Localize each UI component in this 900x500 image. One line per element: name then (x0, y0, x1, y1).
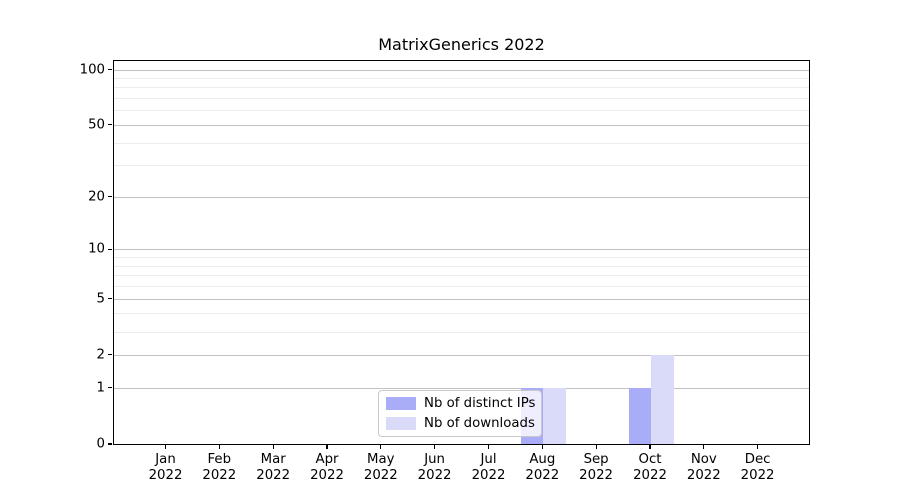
plot-area (113, 60, 810, 445)
gridline-minor-80 (114, 87, 809, 89)
gridline-minor-6 (114, 286, 809, 288)
x-tick-mark-jul (487, 445, 490, 449)
bar-downloads-aug (543, 387, 566, 444)
gridline-major-5 (114, 298, 809, 300)
y-tick-label-100: 100 (79, 62, 105, 77)
y-tick-mark-50 (108, 124, 112, 126)
legend-label-downloads: Nb of downloads (424, 416, 535, 431)
legend-swatch-downloads (386, 417, 416, 430)
x-tick-label-sep: Sep 2022 (579, 452, 614, 483)
gridline-major-1 (114, 387, 809, 389)
x-tick-mark-may (380, 445, 382, 449)
y-tick-mark-0 (108, 443, 112, 445)
x-tick-label-jun: Jun 2022 (417, 452, 452, 483)
x-tick-mark-feb (218, 445, 220, 449)
y-tick-mark-1 (108, 387, 112, 389)
x-tick-label-may: May 2022 (363, 452, 398, 483)
gridline-major-20 (114, 196, 809, 198)
legend-label-distinct-ips: Nb of distinct IPs (424, 396, 536, 411)
x-tick-label-nov: Nov 2022 (686, 452, 721, 483)
plot-inner (114, 61, 809, 444)
y-tick-label-5: 5 (96, 291, 105, 307)
legend: Nb of distinct IPs Nb of downloads (378, 390, 542, 437)
x-tick-label-dec: Dec 2022 (740, 452, 775, 483)
x-tick-label-apr: Apr 2022 (310, 452, 344, 483)
gridline-major-50 (114, 124, 809, 126)
legend-item-distinct-ips: Nb of distinct IPs (386, 396, 536, 411)
gridline-minor-90 (114, 78, 809, 79)
x-tick-label-oct: Oct 2022 (633, 452, 667, 483)
x-tick-mark-sep (595, 445, 597, 449)
y-tick-mark-10 (108, 248, 112, 250)
x-tick-mark-mar (272, 445, 274, 449)
gridline-major-2 (114, 354, 809, 356)
gridline-major-10 (114, 249, 809, 251)
y-tick-mark-100 (108, 68, 112, 71)
y-tick-label-2: 2 (96, 347, 105, 363)
gridline-minor-30 (114, 165, 809, 167)
gridline-minor-9 (114, 257, 809, 259)
x-tick-label-mar: Mar 2022 (256, 452, 291, 483)
x-tick-mark-dec (757, 445, 759, 449)
gridline-minor-4 (114, 313, 809, 315)
x-tick-mark-aug (541, 445, 543, 449)
x-tick-mark-oct (649, 445, 651, 449)
y-axis: 0 1 2 5 10 20 50 100 (0, 0, 105, 500)
y-tick-label-10: 10 (88, 241, 105, 257)
gridline-minor-70 (114, 98, 809, 100)
x-tick-label-aug: Aug 2022 (525, 452, 560, 483)
y-tick-mark-20 (108, 196, 112, 198)
x-tick-label-feb: Feb 2022 (202, 452, 237, 483)
gridline-major-100 (114, 69, 809, 71)
x-tick-mark-apr (326, 445, 328, 449)
y-tick-mark-2 (108, 354, 112, 356)
y-tick-label-20: 20 (88, 189, 105, 205)
x-tick-mark-nov (703, 445, 705, 449)
gridline-minor-3 (114, 331, 809, 333)
gridline-minor-7 (114, 275, 809, 277)
chart-title: MatrixGenerics 2022 (378, 35, 545, 54)
x-tick-mark-jan (164, 445, 167, 449)
x-tick-label-jul: Jul 2022 (471, 452, 506, 483)
legend-item-downloads: Nb of downloads (386, 416, 535, 431)
y-tick-label-1: 1 (96, 380, 105, 396)
y-tick-label-0: 0 (96, 436, 105, 452)
bar-downloads-oct (651, 354, 674, 444)
bar-distinct-ips-oct (628, 387, 651, 444)
x-tick-mark-jun (434, 445, 436, 449)
gridline-minor-40 (114, 142, 809, 144)
gridline-minor-60 (114, 110, 809, 112)
y-tick-mark-5 (108, 298, 112, 300)
gridline-minor-8 (114, 265, 809, 267)
legend-swatch-distinct-ips (386, 397, 416, 410)
y-tick-label-50: 50 (88, 117, 105, 133)
x-tick-label-jan: Jan 2022 (148, 452, 183, 483)
